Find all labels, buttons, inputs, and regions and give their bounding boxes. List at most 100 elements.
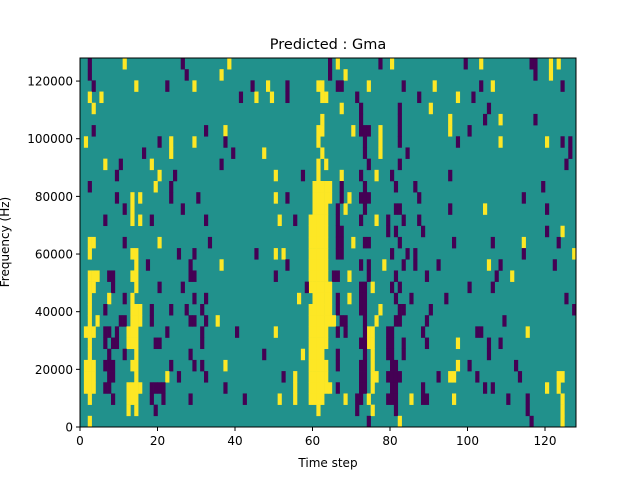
heatmap-cell-high [370, 326, 375, 338]
heatmap-cell-high [134, 315, 139, 327]
heatmap-cell-low [200, 359, 205, 372]
heatmap-cell-high [351, 125, 356, 137]
heatmap-cell-low [397, 158, 402, 171]
heatmap-cell-high [312, 359, 317, 372]
heatmap-cell-high [448, 371, 453, 383]
heatmap-cell-low [149, 315, 154, 327]
heatmap-cell-high [130, 203, 135, 215]
heatmap-cell-low [490, 281, 495, 294]
heatmap-cell-high [548, 69, 554, 81]
heatmap-cell-high [324, 236, 329, 249]
heatmap-cell-low [114, 326, 120, 338]
heatmap-cell-high [308, 382, 313, 394]
heatmap-cell-low [401, 214, 406, 227]
heatmap-cell-low [568, 147, 573, 159]
x-tick-label: 0 [76, 434, 84, 448]
heatmap-cell-low [335, 359, 340, 372]
heatmap-cell-high [130, 292, 135, 305]
heatmap-cell-low [564, 158, 569, 171]
heatmap-cell-low [204, 315, 209, 327]
heatmap-cell-low [149, 382, 154, 394]
heatmap-cell-high [320, 259, 325, 271]
heatmap-cell-high [312, 281, 317, 294]
heatmap-cell-low [111, 281, 116, 294]
heatmap-cell-low [405, 248, 410, 260]
heatmap-cell-low [339, 192, 344, 204]
heatmap-cell-high [169, 136, 174, 148]
heatmap-cell-low [328, 69, 333, 81]
heatmap-cell-low [339, 80, 344, 92]
heatmap-cell-low [192, 359, 197, 372]
heatmap-cell-low [359, 259, 364, 271]
heatmap-cell-high [370, 348, 375, 361]
heatmap-cell-low [157, 136, 162, 148]
heatmap-cell-high [157, 236, 162, 249]
heatmap-cell-low [359, 337, 364, 350]
heatmap-cell-low [494, 270, 499, 282]
heatmap-cell-low [103, 382, 108, 394]
heatmap-cell-low [390, 371, 395, 383]
heatmap-cell-low [200, 304, 205, 316]
heatmap-cell-high [370, 281, 375, 294]
heatmap-cell-high [366, 337, 371, 350]
heatmap-cell-low [87, 69, 92, 81]
heatmap-cell-low [455, 136, 461, 148]
heatmap-cell-low [390, 382, 395, 394]
heatmap-cell-high [107, 292, 112, 305]
heatmap-cell-high [316, 236, 321, 249]
heatmap-cell-low [103, 304, 108, 316]
heatmap-cell-high [87, 359, 92, 372]
heatmap-cell-high [316, 292, 321, 305]
heatmap-cell-high [374, 169, 379, 182]
heatmap-cell-low [122, 292, 127, 305]
heatmap-cell-high [324, 214, 329, 227]
heatmap-cell-low [424, 393, 430, 405]
heatmap-cell-high [320, 315, 325, 327]
heatmap-cell-high [130, 192, 135, 204]
heatmap-cell-high [324, 359, 329, 372]
heatmap-cell-high [545, 382, 550, 394]
heatmap-cell-low [397, 315, 402, 327]
heatmap-cell-high [324, 281, 329, 294]
heatmap-cell-high [498, 113, 503, 126]
heatmap-cell-high [479, 58, 484, 70]
heatmap-cell-high [347, 292, 352, 305]
heatmap-cell-low [486, 102, 492, 115]
heatmap-cell-low [355, 393, 360, 405]
heatmap-cell-low [107, 371, 112, 383]
heatmap-cell-high [448, 113, 453, 126]
heatmap-cell-high [324, 181, 329, 193]
heatmap-cell-low [502, 315, 507, 327]
heatmap-cell-high [316, 181, 321, 193]
heatmap-cell-low [362, 236, 368, 249]
heatmap-cell-low [397, 236, 402, 249]
heatmap-cell-low [393, 404, 399, 417]
heatmap-cell-high [316, 214, 321, 227]
heatmap-cell-high [134, 393, 139, 405]
heatmap-cell-high [351, 236, 356, 249]
heatmap-cell-low [413, 248, 418, 260]
heatmap-cell-high [223, 125, 228, 137]
heatmap-cell-high [331, 315, 337, 327]
heatmap-cell-high [328, 181, 333, 193]
heatmap-cell-high [370, 359, 375, 372]
heatmap-cell-low [467, 281, 472, 294]
heatmap-cell-high [87, 292, 92, 305]
heatmap-cell-high [316, 203, 321, 215]
heatmap-cell-low [219, 158, 224, 171]
heatmap-cell-low [188, 270, 193, 282]
heatmap-cell-high [316, 337, 321, 350]
heatmap-cell-low [285, 80, 290, 92]
heatmap-cell-low [235, 326, 240, 338]
heatmap-cell-low [335, 236, 340, 249]
heatmap-cell-high [165, 371, 170, 383]
heatmap-cell-low [107, 348, 112, 361]
heatmap-cell-high [308, 359, 313, 372]
heatmap-cell-low [153, 337, 158, 350]
heatmap-cell-low [285, 91, 290, 104]
heatmap-cell-high [316, 270, 321, 282]
heatmap-cell-high [324, 371, 329, 383]
heatmap-cell-high [370, 371, 375, 383]
heatmap-cell-low [359, 359, 364, 372]
